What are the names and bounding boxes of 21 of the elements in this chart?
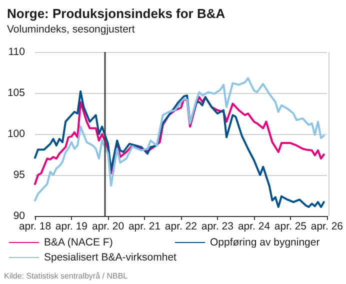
x-tick-label: apr. 20: [92, 220, 124, 232]
line-series: [34, 96, 325, 186]
text: Kilde: Statistisk sentralbyrå / NBBL: [4, 272, 128, 280]
y-tick-label: 100: [7, 128, 26, 140]
chart-title: Norge: Produksjonsindeks for B&A: [7, 6, 226, 21]
x-tick-label: apr. 25: [274, 220, 307, 232]
x-tick-label: apr. 21: [128, 220, 161, 232]
x-tick-label: apr. 22: [164, 220, 198, 232]
legend-label: B&A (NACE F): [44, 236, 113, 248]
y-tick-label: 110: [8, 46, 26, 58]
legend-label: Oppføring av bygninger: [210, 236, 320, 248]
y-tick-label: 105: [7, 87, 26, 99]
x-tick-label: apr. 18: [18, 220, 52, 232]
y-tick-label: 95: [13, 169, 26, 181]
x-tick-label: apr. 24: [238, 220, 270, 232]
x-tick-label: apr. 23: [201, 220, 234, 232]
x-tick-label: apr. 26: [310, 220, 344, 232]
legend-label: Spesialisert B&A-virksomhet: [44, 252, 177, 264]
x-tick-label: apr. 19: [55, 220, 88, 232]
chart-subtitle: Volumindeks, sesongjustert: [7, 24, 135, 36]
y-tick-label: 90: [13, 210, 26, 222]
